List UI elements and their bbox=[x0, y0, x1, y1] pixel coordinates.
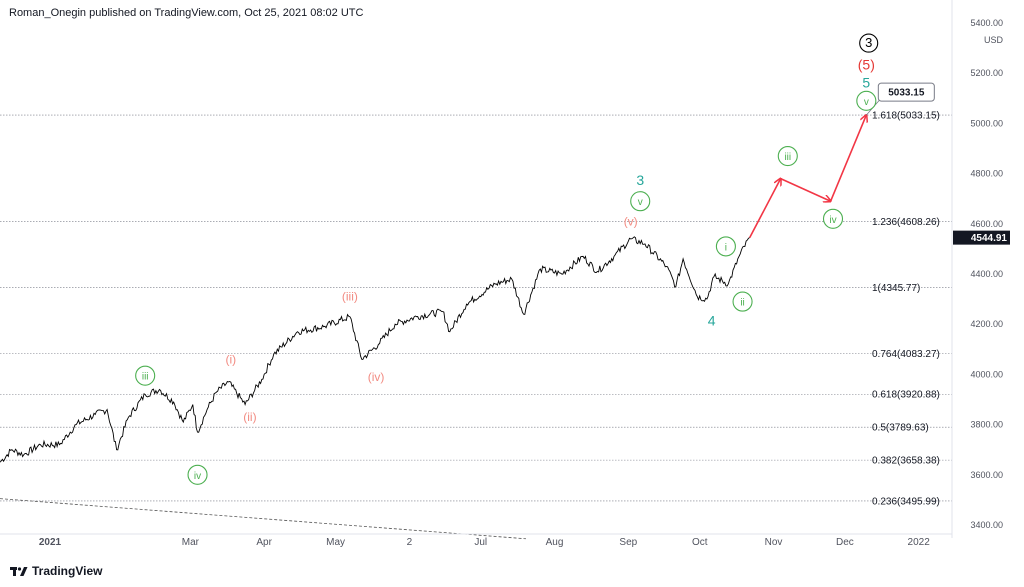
x-tick-label-7: Sep bbox=[619, 537, 637, 548]
wave-label-5: (iv) bbox=[368, 370, 385, 384]
publisher-header: Roman_Onegin published on TradingView.co… bbox=[9, 7, 364, 19]
y-tick-label-7: 4800.00 bbox=[970, 169, 1003, 179]
wave-label-circle-0 bbox=[135, 365, 156, 386]
fib-label-2: 0.5(3789.63) bbox=[872, 423, 929, 434]
price-chart[interactable]: 0.236(3495.99) 0.382(3658.38) 0.5(3789.63)… bbox=[0, 0, 1024, 560]
fib-label-6: 1.236(4608.26) bbox=[872, 217, 940, 228]
y-tick-label-4: 4200.00 bbox=[970, 319, 1003, 329]
target-callout-label: 5033.15 bbox=[888, 88, 925, 99]
wave-label-1: iv bbox=[194, 471, 201, 482]
x-tick-label-8: Oct bbox=[692, 537, 708, 548]
x-tick-label-11: 2022 bbox=[908, 537, 931, 548]
x-tick-label-2: Apr bbox=[256, 537, 272, 548]
price-line bbox=[0, 236, 750, 463]
dashed-trendline bbox=[0, 498, 527, 540]
wave-label-4: (iii) bbox=[342, 290, 358, 304]
currency-label: USD bbox=[984, 35, 1004, 45]
fib-label-1: 0.382(3658.38) bbox=[872, 456, 940, 467]
wave-label-3: (ii) bbox=[243, 410, 256, 424]
wave-label-10: ii bbox=[740, 298, 744, 309]
target-callout-box bbox=[877, 82, 935, 102]
wave-label-17: 3 bbox=[865, 35, 872, 50]
y-tick-label-3: 4000.00 bbox=[970, 369, 1003, 379]
wave-label-6: (v) bbox=[624, 214, 638, 228]
x-tick-label-6: Aug bbox=[546, 537, 564, 548]
projection-arrow-1 bbox=[780, 177, 831, 202]
wave-label-circle-10 bbox=[732, 291, 753, 312]
wave-label-9: i bbox=[725, 242, 727, 253]
y-tick-label-6: 4600.00 bbox=[970, 219, 1003, 229]
projection-arrow-2 bbox=[829, 115, 867, 202]
x-tick-label-4: 2 bbox=[407, 537, 413, 548]
wave-label-circle-9 bbox=[715, 236, 736, 257]
x-tick-label-3: May bbox=[326, 537, 345, 548]
y-tick-label-1: 3600.00 bbox=[970, 470, 1003, 480]
y-tick-label-2: 3800.00 bbox=[970, 420, 1003, 430]
x-tick-label-1: Mar bbox=[182, 537, 200, 548]
wave-label-circle-17 bbox=[859, 33, 879, 53]
last-price-label: 4544.91 bbox=[971, 233, 1008, 244]
wave-label-circle-14 bbox=[856, 90, 877, 111]
fib-label-3: 0.618(3920.88) bbox=[872, 390, 940, 401]
x-tick-label-9: Nov bbox=[765, 537, 783, 548]
wave-label-2: (i) bbox=[226, 352, 237, 366]
y-tick-label-8: 5000.00 bbox=[970, 118, 1003, 128]
wave-label-circle-13 bbox=[822, 208, 844, 229]
footer-branding: TradingView bbox=[10, 564, 102, 578]
wave-label-0: iii bbox=[142, 372, 149, 383]
y-tick-label-10: 5400.00 bbox=[970, 18, 1003, 28]
wave-label-16: (5) bbox=[858, 57, 875, 73]
fib-label-5: 1(4345.77) bbox=[872, 283, 920, 294]
tradingview-logo-icon bbox=[10, 567, 28, 576]
wave-label-13: iv bbox=[829, 215, 836, 226]
fib-label-7: 1.618(5033.15) bbox=[872, 111, 940, 122]
wave-label-14: v bbox=[864, 97, 869, 108]
wave-label-8: 3 bbox=[636, 172, 644, 188]
y-tick-label-9: 5200.00 bbox=[970, 68, 1003, 78]
wave-label-circle-1 bbox=[187, 464, 208, 485]
wave-label-7: v bbox=[638, 197, 643, 208]
wave-label-11: 4 bbox=[708, 313, 716, 329]
last-price-tag bbox=[953, 230, 1010, 245]
y-tick-label-5: 4400.00 bbox=[970, 269, 1003, 279]
x-tick-label-5: Jul bbox=[474, 537, 487, 548]
projection-arrow-0 bbox=[748, 179, 781, 239]
wave-label-circle-12 bbox=[777, 145, 798, 167]
x-tick-label-0: 2021 bbox=[39, 537, 62, 548]
y-tick-label-0: 3400.00 bbox=[970, 520, 1003, 530]
fib-label-4: 0.764(4083.27) bbox=[872, 349, 940, 360]
footer-brand-text: TradingView bbox=[32, 564, 103, 578]
x-tick-label-10: Dec bbox=[836, 537, 854, 548]
wave-label-circle-7 bbox=[630, 191, 651, 212]
wave-label-15: 5 bbox=[862, 74, 870, 90]
wave-label-12: iii bbox=[784, 152, 791, 163]
fib-label-0: 0.236(3495.99) bbox=[872, 496, 940, 507]
